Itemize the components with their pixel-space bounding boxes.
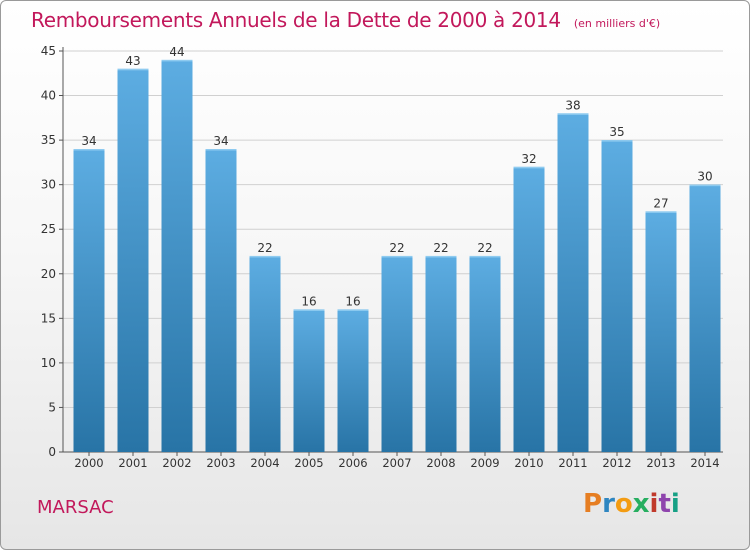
bar-top-highlight [293, 309, 325, 311]
data-label: 34 [81, 134, 96, 148]
bar [601, 140, 633, 452]
data-label: 22 [389, 241, 404, 255]
bar-top-highlight [645, 211, 677, 213]
data-label: 43 [125, 54, 140, 68]
y-tick-label: 5 [48, 400, 56, 414]
x-tick-label: 2001 [118, 456, 147, 470]
bar-top-highlight [425, 255, 457, 258]
x-tick-label: 2009 [470, 456, 499, 470]
data-labels: 34 43 44 34 22 16 16 22 22 22 32 38 35 27 30 [81, 45, 712, 309]
x-tick-label: 2007 [382, 456, 411, 470]
bars [73, 59, 721, 453]
bar-top-highlight [381, 255, 413, 258]
y-tick-label: 30 [41, 178, 56, 192]
brand-logo-letter: o [614, 489, 633, 519]
x-tick-label: 2014 [690, 456, 719, 470]
brand-logo-letter: t [658, 489, 671, 519]
bar [293, 309, 325, 452]
x-tick-label: 2010 [514, 456, 543, 470]
bar [689, 184, 721, 452]
data-label: 22 [257, 241, 272, 255]
bar-top-highlight [337, 309, 369, 311]
bar-top-highlight [689, 184, 721, 187]
data-label: 30 [697, 170, 712, 184]
brand-logo-letter: r [602, 489, 615, 519]
bar-top-highlight [205, 149, 237, 151]
bar-top-highlight [557, 113, 589, 115]
y-tick-label: 40 [41, 89, 56, 103]
bar-top-highlight [249, 255, 281, 258]
data-label: 22 [433, 241, 448, 255]
chart-subtitle: (en milliers d'€) [573, 17, 661, 30]
chart-title: Remboursements Annuels de la Dette de 20… [31, 8, 561, 32]
bar-top-highlight [73, 149, 105, 151]
data-label: 38 [565, 98, 580, 112]
y-tick-label: 25 [41, 222, 56, 236]
bar-top-highlight [161, 59, 193, 62]
data-label: 22 [477, 241, 492, 255]
x-tick-label: 2005 [294, 456, 323, 470]
data-label: 35 [609, 125, 624, 139]
bar-top-highlight [513, 166, 545, 169]
x-tick-label: 2008 [426, 456, 455, 470]
bar [557, 113, 589, 452]
x-tick-label: 2006 [338, 456, 367, 470]
brand-logo-letter: i [670, 489, 680, 519]
brand-logo-letter: P [583, 489, 603, 519]
x-tick-label: 2003 [206, 456, 235, 470]
bar [161, 59, 193, 453]
bar [425, 255, 457, 452]
x-tick-label: 2012 [602, 456, 631, 470]
data-label: 44 [169, 45, 184, 59]
bar-top-highlight [469, 255, 501, 258]
brand-logo-letter: i [649, 489, 659, 519]
bar [337, 309, 369, 452]
bar [469, 255, 501, 452]
y-tick-label: 10 [41, 356, 56, 370]
x-tick-label: 2011 [558, 456, 587, 470]
commune-name: MARSAC [37, 497, 114, 518]
title-row: Remboursements Annuels de la Dette de 20… [31, 8, 660, 32]
bar [117, 68, 149, 453]
brand-logo-letter: x [632, 489, 650, 519]
bar [205, 149, 237, 452]
x-tick-label: 2000 [74, 456, 103, 470]
data-label: 32 [521, 152, 536, 166]
y-tick-label: 15 [41, 311, 56, 325]
y-tick-label: 45 [41, 44, 56, 58]
bar-top-highlight [601, 140, 633, 142]
x-tick-label: 2013 [646, 456, 675, 470]
bar [73, 149, 105, 452]
y-tick-label: 35 [41, 133, 56, 147]
bar-top-highlight [117, 68, 149, 71]
brand-logo: Proxiti [583, 489, 680, 519]
bar [381, 255, 413, 452]
data-label: 16 [301, 294, 316, 308]
data-label: 27 [653, 196, 668, 210]
y-tick-label: 0 [48, 445, 56, 459]
y-tick-label: 20 [41, 267, 56, 281]
data-label: 34 [213, 134, 228, 148]
x-tick-label: 2002 [162, 456, 191, 470]
bar [513, 166, 545, 452]
data-label: 16 [345, 294, 360, 308]
bar [249, 255, 281, 452]
bar [645, 211, 677, 452]
x-tick-label: 2004 [250, 456, 279, 470]
